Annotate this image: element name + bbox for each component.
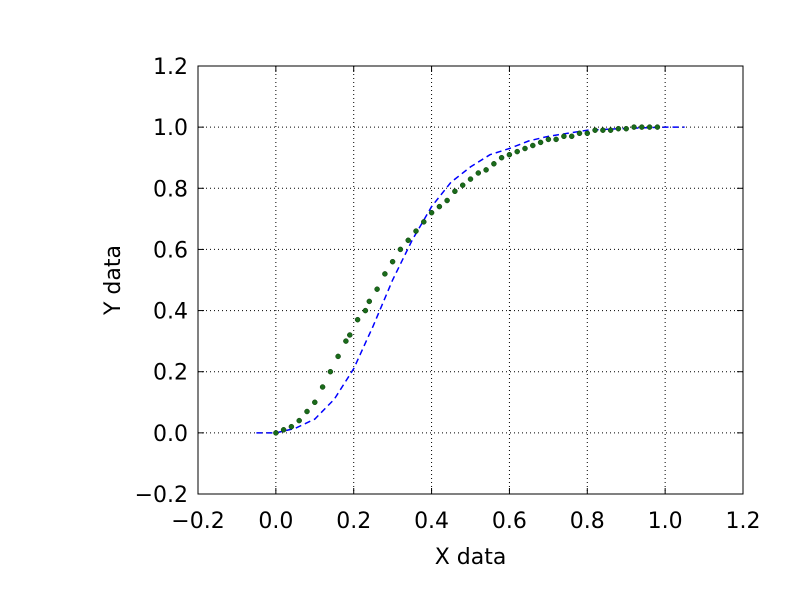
- scatter-point: [280, 427, 287, 433]
- x-tick-label: 0.0: [258, 509, 293, 534]
- y-tick-label: 0.4: [153, 300, 188, 325]
- scatter-point: [459, 182, 466, 188]
- scatter-point: [561, 133, 567, 140]
- scatter-point: [576, 130, 583, 137]
- scatter-point: [514, 148, 520, 155]
- x-axis-label: X data: [435, 545, 507, 570]
- scatter-point: [374, 286, 380, 292]
- scatter-point: [568, 133, 575, 140]
- scatter-point: [530, 142, 536, 149]
- x-tick-label: 0.4: [414, 509, 449, 534]
- scatter-point: [296, 417, 302, 424]
- x-tick-label: 0.8: [570, 509, 605, 534]
- fit-line-layer: [256, 126, 685, 434]
- scatter-point: [347, 332, 353, 338]
- scatter-point: [646, 124, 653, 130]
- scatter-point: [436, 203, 443, 210]
- scatter-point: [475, 170, 482, 176]
- scatter-point: [319, 384, 326, 390]
- scatter-point: [335, 353, 341, 360]
- scatter-point: [452, 188, 458, 195]
- scatter-point: [362, 307, 369, 314]
- scatter-point: [592, 127, 598, 133]
- y-tick-label: 1.0: [153, 116, 188, 141]
- scatter-point: [343, 338, 349, 344]
- y-tick-label: 1.2: [153, 55, 188, 80]
- y-tick-label: 0.6: [153, 238, 188, 263]
- y-axis-label: Y data: [101, 245, 126, 316]
- scatter-point: [413, 228, 419, 234]
- scatter-point: [288, 423, 295, 430]
- y-tick-label: 0.0: [153, 422, 188, 447]
- x-tick-label: −0.2: [171, 509, 224, 534]
- scatter-point: [537, 139, 544, 146]
- scatter-layer: [273, 124, 661, 436]
- scatter-point: [639, 124, 645, 130]
- x-tick-label: 0.6: [492, 509, 527, 534]
- scatter-point: [397, 246, 404, 253]
- grid-lines: [198, 66, 743, 494]
- scatter-point: [304, 408, 310, 415]
- scatter-point: [545, 136, 552, 143]
- scatter-point: [584, 130, 591, 137]
- scatter-point: [506, 151, 513, 158]
- scatter-point: [354, 316, 361, 323]
- scatter-point: [444, 197, 450, 204]
- x-tick-label: 0.2: [336, 509, 371, 534]
- scatter-point: [491, 161, 497, 167]
- y-tick-label: 0.2: [153, 361, 188, 386]
- x-tick-label: 1.2: [726, 509, 761, 534]
- scatter-point: [631, 124, 637, 130]
- x-tick-label: 1.0: [648, 509, 683, 534]
- scatter-point: [428, 209, 435, 216]
- scatter-point: [273, 430, 279, 436]
- scatter-point: [483, 167, 489, 173]
- plot-frame: [197, 65, 744, 495]
- tick-labels: −0.2 0.0 0.2 0.4 0.6 0.8 1.0 1.2 −0.2 0.0 0.2 0.4 0.…: [135, 55, 761, 534]
- scatter-point: [654, 124, 661, 130]
- scatter-point: [467, 176, 474, 182]
- axis-ticks: [197, 65, 744, 495]
- scatter-point: [553, 136, 559, 143]
- scatter-point: [389, 258, 396, 265]
- scatter-point: [405, 237, 411, 244]
- scatter-point: [600, 127, 606, 133]
- scatter-point: [366, 298, 373, 305]
- scatter-point: [623, 125, 629, 132]
- y-tick-label: 0.8: [153, 177, 188, 202]
- scatter-point: [498, 154, 505, 161]
- scatter-point: [312, 399, 318, 406]
- scatter-point: [327, 368, 334, 375]
- fit-line: [256, 126, 685, 434]
- y-tick-label: −0.2: [135, 483, 188, 508]
- scatter-point: [615, 125, 622, 132]
- scatter-point: [522, 145, 528, 152]
- scatter-point: [382, 271, 388, 277]
- scatter-point: [421, 219, 427, 225]
- scatter-point: [607, 127, 614, 133]
